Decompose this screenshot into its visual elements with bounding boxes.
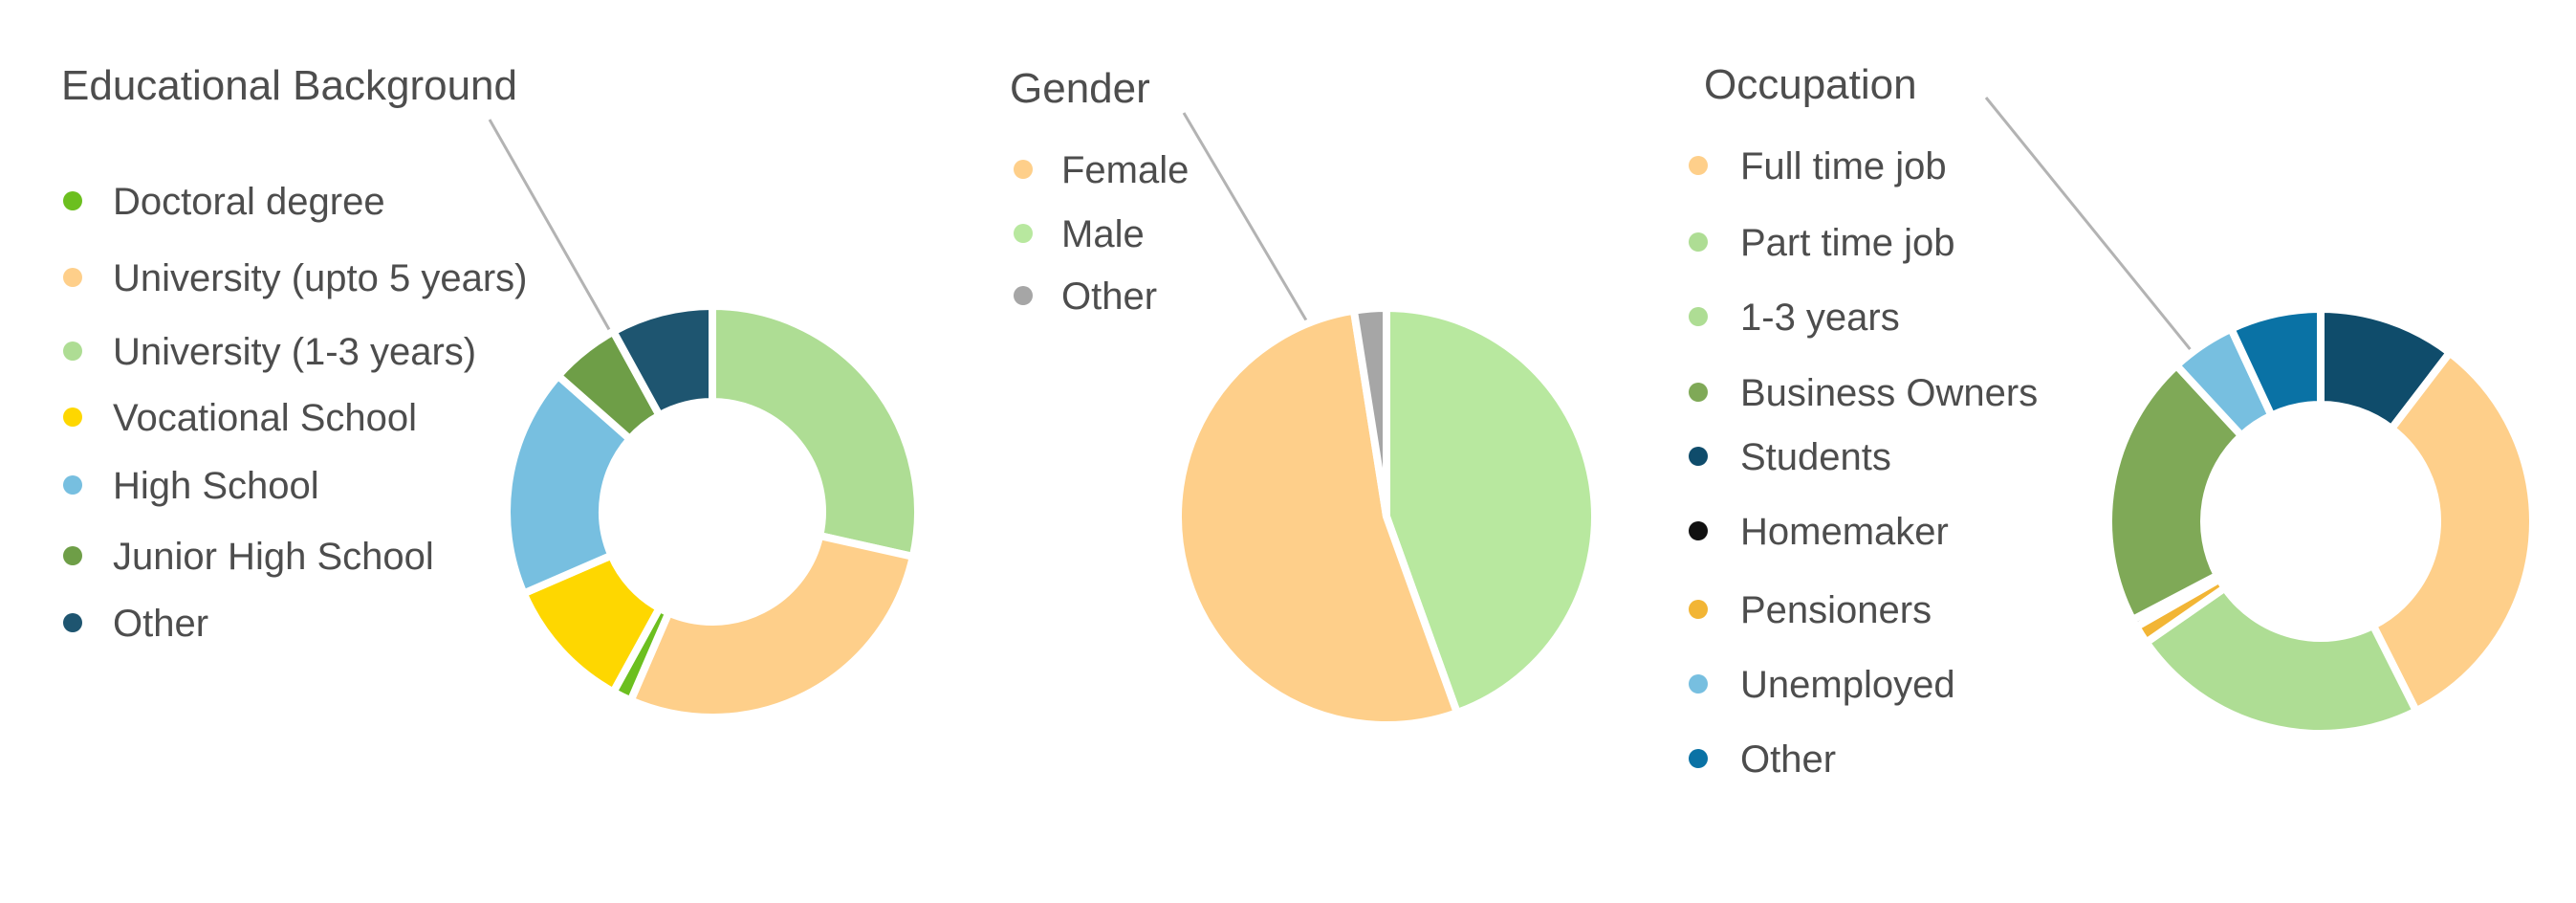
legend-entry: University (1-3 years) [113,331,476,373]
legend-entry: Other [1740,738,1836,781]
legend-marker [1689,521,1708,540]
legend-entry: 1-3 years [1740,297,1900,339]
slice [2105,360,2247,626]
legend-marker [1014,224,1033,243]
legend-marker [1689,232,1708,252]
legend-entry: Part time job [1740,222,1955,264]
legend-entry: Unemployed [1740,664,1955,706]
legend-entry: Male [1061,213,1145,255]
legend-entry: Other [1061,275,1157,318]
legend-marker [63,191,82,210]
legend-marker [63,407,82,427]
legend-marker [1689,156,1708,175]
legend-marker [1014,160,1033,179]
chart-2: Occupation Full time job Part time job 1-3 … [1689,61,2537,781]
chart-1: Gender Female Male Other [1010,65,1599,729]
legend-entry: University (upto 5 years) [113,257,527,299]
legend-marker [63,546,82,565]
chart-title: Educational Background [61,62,517,109]
chart-title: Occupation [1704,61,1917,108]
slice [2141,582,2422,738]
leader-line [1984,97,2197,357]
slice [709,301,922,562]
leader-line [488,119,617,341]
legend-marker [1689,600,1708,619]
legend-entry: Students [1740,436,1891,478]
slice [1383,303,1599,718]
legend-marker [1689,307,1708,326]
legend-entry: Vocational School [113,397,417,439]
legend-marker [63,475,82,495]
legend-marker [1689,674,1708,694]
legend-entry: Business Owners [1740,372,2038,414]
legend-marker [63,613,82,632]
legend-entry: Pensioners [1740,589,1932,631]
leader-line [1182,112,1314,331]
slice [625,531,918,721]
slice [503,370,636,599]
slice [2368,347,2537,716]
slice [1349,303,1390,518]
legend-entry: Full time job [1740,145,1947,187]
legend-entry: Female [1061,149,1189,191]
legend-marker [63,268,82,287]
legend-entry: Junior High School [113,536,434,578]
legend-entry: Other [113,603,208,645]
legend-entry: High School [113,465,319,507]
slice [1174,306,1462,729]
slice [607,301,716,421]
chart-title: Gender [1010,65,1150,112]
chart-0: Educational Background Doctoral degree Uni… [61,62,922,721]
slice [2226,304,2325,421]
legend-marker [63,341,82,361]
legend-marker [1689,749,1708,768]
legend-marker [1014,286,1033,305]
legend-entry: Homemaker [1740,511,1949,553]
legend-entry: Doctoral degree [113,181,385,223]
legend-marker [1689,447,1708,466]
legend-marker [1689,383,1708,402]
